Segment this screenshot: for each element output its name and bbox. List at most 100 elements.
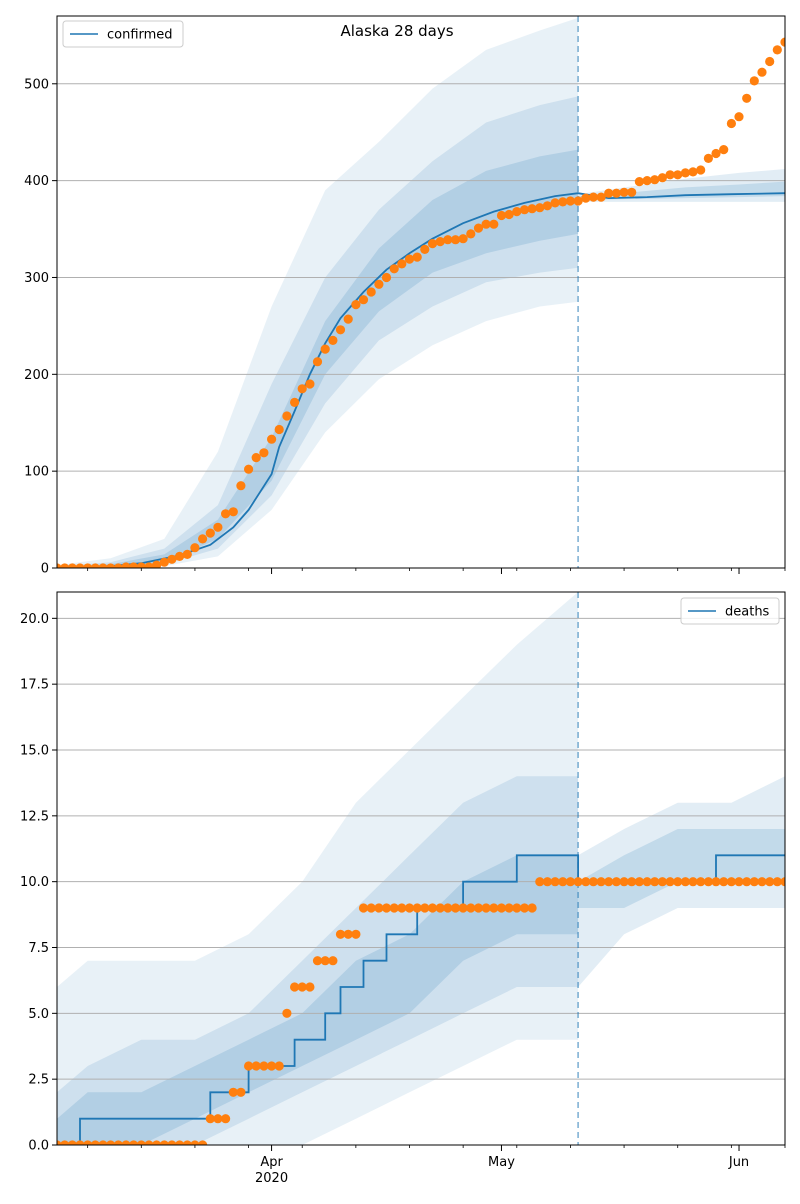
deaths-observed-point bbox=[251, 1061, 261, 1071]
confirmed-observed-point bbox=[175, 551, 185, 562]
confirmed-observed-point bbox=[343, 314, 353, 324]
deaths-observed-point bbox=[106, 1140, 116, 1145]
confirmed-observed-point bbox=[267, 434, 277, 444]
confirmed-observed-point bbox=[381, 272, 392, 283]
deaths-observed-point bbox=[274, 1061, 284, 1071]
confirmed-observed-point bbox=[412, 252, 422, 262]
confirmed-observed-points bbox=[57, 37, 785, 568]
confirmed-x-axis bbox=[87, 568, 786, 574]
confirmed-observed-point bbox=[144, 562, 154, 568]
confirmed-band-middle bbox=[57, 96, 579, 568]
deaths-observed-point bbox=[167, 1140, 177, 1145]
deaths-observed-point bbox=[312, 956, 323, 966]
deaths-observed-point bbox=[129, 1140, 139, 1145]
deaths-legend: deaths bbox=[680, 597, 780, 625]
confirmed-observed-point bbox=[98, 563, 108, 568]
confirmed-observed-point bbox=[228, 507, 238, 517]
deaths-observed-point bbox=[98, 1140, 108, 1145]
deaths-observed-point bbox=[665, 877, 675, 887]
confirmed-observed-point bbox=[711, 148, 721, 159]
deaths-observed-point bbox=[305, 982, 315, 992]
deaths-axes-frame bbox=[56, 591, 786, 1146]
deaths-observed-point bbox=[780, 877, 785, 887]
confirmed-observed-point bbox=[496, 210, 507, 221]
confirmed-observed-point bbox=[581, 193, 591, 203]
confirmed-observed-point bbox=[290, 397, 300, 407]
deaths-observed-point bbox=[443, 903, 453, 913]
deaths-observed-point bbox=[60, 1140, 70, 1145]
confirmed-observed-point bbox=[742, 93, 752, 103]
legend-box bbox=[62, 20, 184, 48]
confirmed-observed-point bbox=[688, 167, 698, 177]
confirmed-observed-point bbox=[734, 112, 744, 122]
deaths-observed-point bbox=[642, 877, 652, 887]
deaths-observed-point bbox=[481, 903, 491, 913]
deaths-observed-point bbox=[450, 903, 461, 913]
confirmed-observed-point bbox=[527, 204, 537, 214]
deaths-observed-point bbox=[343, 929, 353, 939]
deaths-observed-point bbox=[466, 903, 476, 913]
deaths-observed-point bbox=[550, 877, 560, 887]
confirmed-observed-point bbox=[83, 563, 93, 568]
confirmed-observed-point bbox=[236, 481, 246, 491]
deaths-ytick-label: 2.5 bbox=[28, 1073, 49, 1088]
confirmed-ytick-label: 400 bbox=[24, 174, 49, 189]
confirmed-observed-point bbox=[389, 264, 399, 274]
deaths-band-inner bbox=[57, 855, 579, 1145]
deaths-observed-point bbox=[228, 1087, 238, 1097]
deaths-observed-point bbox=[496, 903, 507, 913]
legend-label-deaths: deaths bbox=[725, 605, 770, 620]
confirmed-observed-point bbox=[473, 223, 484, 233]
deaths-observed-point bbox=[213, 1114, 223, 1124]
deaths-observed-point bbox=[152, 1140, 162, 1145]
confirmed-observed-point bbox=[772, 45, 782, 55]
confirmed-observed-point bbox=[696, 165, 706, 175]
deaths-observed-point bbox=[297, 982, 307, 992]
figure-title: Alaska 28 days bbox=[340, 22, 453, 40]
deaths-observed-point bbox=[527, 903, 537, 913]
confirmed-observed-point bbox=[596, 192, 606, 202]
confirmed-observed-point bbox=[335, 325, 346, 335]
deaths-observed-point bbox=[519, 903, 530, 913]
x-tick-label: Apr bbox=[260, 1155, 283, 1170]
deaths-observed-point bbox=[573, 877, 583, 887]
confirmed-observed-point bbox=[427, 239, 438, 249]
x-tick-label: May bbox=[488, 1155, 515, 1170]
legend-label-confirmed: confirmed bbox=[107, 28, 173, 43]
deaths-ytick-label: 7.5 bbox=[28, 941, 49, 956]
confirmed-observed-point bbox=[190, 543, 200, 553]
confirmed-observed-point bbox=[634, 177, 645, 187]
confirmed-observed-point bbox=[619, 187, 629, 197]
deaths-observed-points bbox=[57, 877, 785, 1145]
confirmed-observed-point bbox=[159, 557, 169, 567]
confirmed-observed-point bbox=[297, 384, 307, 394]
deaths-observed-point bbox=[267, 1061, 277, 1071]
confirmed-observed-point bbox=[719, 145, 729, 155]
confirmed-observed-point bbox=[604, 188, 614, 198]
deaths-observed-point bbox=[236, 1087, 246, 1097]
deaths-observed-point bbox=[650, 877, 660, 887]
confirmed-observed-point bbox=[657, 173, 668, 183]
deaths-observed-point bbox=[749, 877, 759, 887]
confirmed-legend: confirmed bbox=[62, 20, 184, 48]
deaths-observed-point bbox=[182, 1140, 192, 1145]
confirmed-observed-point bbox=[703, 153, 714, 163]
deaths-observed-point bbox=[159, 1140, 169, 1145]
deaths-observed-point bbox=[634, 877, 645, 887]
confirmed-observed-point bbox=[650, 175, 660, 185]
confirmed-panel: 0 100 200 300 400 500 Alaska 28 days confirme… bbox=[24, 15, 786, 577]
deaths-observed-point bbox=[489, 903, 499, 913]
confirmed-observed-point bbox=[588, 192, 599, 202]
confirmed-observed-point bbox=[67, 563, 77, 568]
confirmed-observed-point bbox=[251, 453, 261, 463]
confirmed-observed-point bbox=[113, 563, 123, 568]
deaths-observed-point bbox=[726, 877, 737, 887]
confirmed-ytick-label: 200 bbox=[24, 368, 49, 383]
deaths-observed-point bbox=[473, 903, 484, 913]
deaths-observed-point bbox=[404, 903, 415, 913]
deaths-observed-point bbox=[290, 982, 300, 992]
confirmed-observed-point bbox=[198, 534, 208, 544]
confirmed-band-outer bbox=[57, 17, 579, 568]
deaths-observed-point bbox=[657, 877, 668, 887]
deaths-ytick-label: 20.0 bbox=[20, 612, 49, 627]
